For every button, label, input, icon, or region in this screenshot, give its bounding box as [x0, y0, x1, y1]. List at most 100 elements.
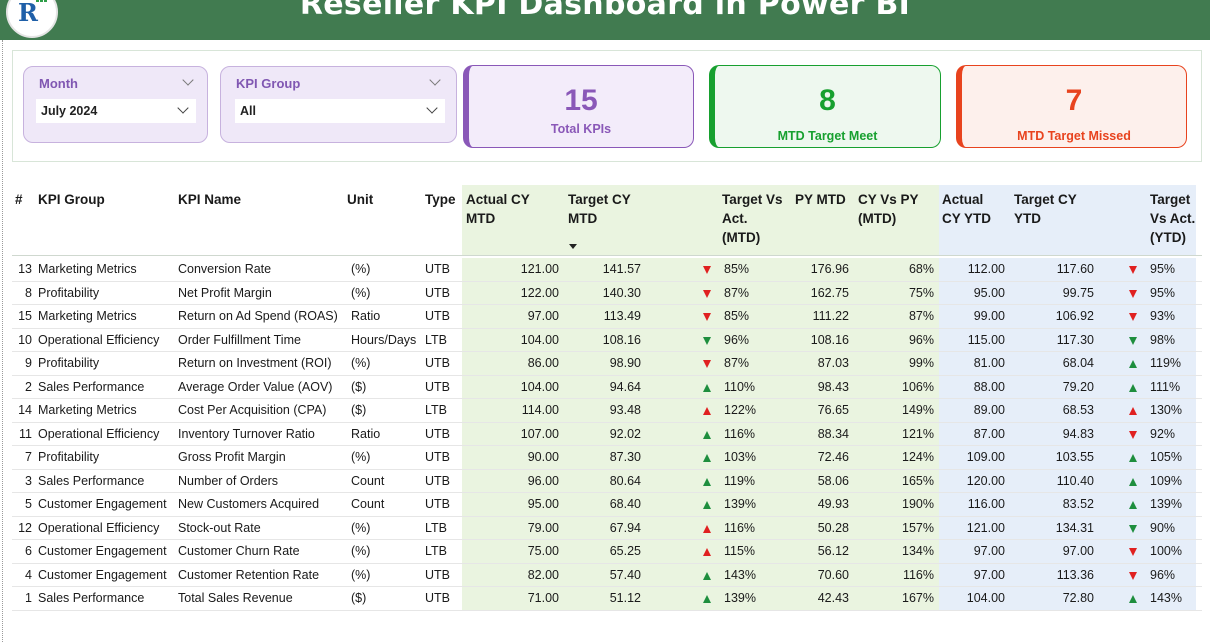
cell-target-cy-ytd: 83.52 — [1062, 497, 1094, 511]
table-row[interactable]: 11 Operational Efficiency Inventory Turnov… — [12, 422, 1202, 446]
cell-kpi-group: Customer Engagement — [38, 567, 167, 582]
cell-py-mtd: 176.96 — [810, 262, 849, 276]
cell-target-vs-act-ytd: 105% — [1150, 450, 1182, 464]
col-header-target-cy-mtd[interactable]: Target CY MTD — [568, 190, 631, 228]
cell-target-vs-act-mtd: 87% — [724, 285, 750, 300]
dashboard-title: Reseller KPI Dashboard in Power BI — [299, 0, 911, 22]
cell-type: LTB — [425, 520, 447, 535]
mtd-header-band — [462, 185, 939, 256]
header-line: Target — [1150, 192, 1191, 207]
cell-actual-cy-ytd: 97.00 — [973, 544, 1005, 558]
triangle-up-icon — [703, 548, 711, 556]
triangle-down-icon — [1129, 548, 1137, 556]
cell-target-cy-mtd: 140.30 — [602, 285, 641, 300]
cell-unit: (%) — [351, 567, 371, 582]
table-row[interactable]: 3 Sales Performance Number of Orders Count U… — [12, 469, 1202, 493]
kpi-group-dropdown[interactable]: All — [235, 99, 445, 123]
table-row[interactable]: 8 Profitability Net Profit Margin (%) UTB 122… — [12, 281, 1202, 305]
triangle-up-icon — [703, 501, 711, 509]
cell-actual-cy-mtd: 107.00 — [520, 426, 559, 441]
cell-target-cy-mtd: 80.64 — [609, 473, 641, 488]
chevron-down-icon[interactable] — [426, 102, 438, 114]
col-header-kpi-group[interactable]: KPI Group — [38, 192, 105, 207]
table-row[interactable]: 12 Operational Efficiency Stock-out Rate (%… — [12, 516, 1202, 540]
col-header-actual-cy-ytd[interactable]: Actual CY YTD — [942, 190, 991, 228]
col-header-target-cy-ytd[interactable]: Target CY YTD — [1014, 190, 1077, 228]
table-row[interactable]: 10 Operational Efficiency Order Fulfillmen… — [12, 328, 1202, 352]
col-header-kpi-name[interactable]: KPI Name — [178, 192, 242, 207]
cell-target-vs-act-mtd: 139% — [724, 591, 756, 605]
table-row[interactable]: 1 Sales Performance Total Sales Revenue ($)… — [12, 587, 1202, 611]
month-slicer[interactable]: Month July 2024 — [23, 66, 208, 143]
triangle-up-icon — [703, 383, 711, 392]
cell-actual-cy-ytd: 87.00 — [973, 426, 1005, 441]
chevron-down-icon[interactable] — [429, 74, 441, 86]
table-row[interactable]: 2 Sales Performance Average Order Value (A… — [12, 375, 1202, 399]
cell-py-mtd: 162.75 — [810, 285, 849, 300]
header-line: Target CY — [568, 192, 631, 207]
triangle-down-icon — [703, 336, 711, 345]
col-header-py-mtd[interactable]: PY MTD — [795, 190, 846, 209]
mtd-band — [462, 516, 939, 540]
cell-py-mtd: 49.93 — [817, 497, 849, 511]
ytd-band — [939, 516, 1196, 540]
table-row[interactable]: 5 Customer Engagement New Customers Acquir… — [12, 493, 1202, 517]
cell-target-cy-mtd: 67.94 — [609, 520, 641, 535]
table-row[interactable]: 13 Marketing Metrics Conversion Rate (%) UTB… — [12, 258, 1202, 282]
chevron-down-icon[interactable] — [182, 74, 194, 86]
col-header-num[interactable]: # — [15, 192, 23, 207]
cell-kpi-name: Total Sales Revenue — [178, 591, 293, 605]
table-row[interactable]: 9 Profitability Return on Investment (ROI)… — [12, 352, 1202, 376]
cell-target-cy-mtd: 113.49 — [603, 309, 641, 323]
sort-descending-icon[interactable] — [569, 244, 577, 249]
chevron-down-icon[interactable] — [177, 102, 189, 114]
cell-actual-cy-ytd: 104.00 — [966, 591, 1005, 605]
cell-actual-cy-mtd: 75.00 — [527, 544, 559, 558]
col-header-actual-cy-mtd[interactable]: Actual CY MTD — [466, 190, 530, 228]
header-line: Actual CY — [466, 192, 530, 207]
mtd-band — [462, 493, 939, 517]
col-header-target-vs-act-mtd[interactable]: Target Vs Act. (MTD) — [722, 190, 783, 247]
cell-actual-cy-mtd: 95.00 — [527, 497, 559, 511]
cell-kpi-name: Customer Churn Rate — [178, 544, 300, 558]
mtd-band — [462, 258, 939, 282]
header-line: PY MTD — [795, 192, 846, 207]
table-row[interactable]: 15 Marketing Metrics Return on Ad Spend (R… — [12, 305, 1202, 329]
cell-target-vs-act-mtd: 85% — [724, 309, 750, 323]
triangle-up-icon — [1129, 477, 1137, 486]
triangle-up-icon — [1129, 407, 1137, 415]
table-row[interactable]: 4 Customer Engagement Customer Retention R… — [12, 563, 1202, 587]
cell-actual-cy-ytd: 95.00 — [973, 285, 1005, 300]
table-row[interactable]: 7 Profitability Gross Profit Margin (%) UTB 9… — [12, 446, 1202, 470]
table-row[interactable]: 6 Customer Engagement Customer Churn Rate (… — [12, 540, 1202, 564]
row-divider — [12, 515, 1202, 517]
triangle-up-icon — [1129, 383, 1137, 392]
mtd-band — [462, 469, 939, 493]
col-header-type[interactable]: Type — [425, 192, 456, 207]
cell-cy-vs-py-mtd: 106% — [902, 379, 934, 394]
company-logo: R — [6, 0, 58, 38]
cell-unit: (%) — [351, 544, 371, 558]
cell-target-cy-mtd: 141.57 — [602, 262, 641, 276]
row-divider — [12, 539, 1202, 540]
triangle-up-icon — [1129, 501, 1137, 509]
kpi-group-slicer-title: KPI Group — [236, 76, 301, 91]
month-dropdown[interactable]: July 2024 — [36, 99, 196, 123]
cell-unit: Count — [351, 473, 385, 488]
col-header-unit[interactable]: Unit — [347, 192, 374, 207]
cell-py-mtd: 88.34 — [817, 426, 849, 441]
table-row[interactable]: 14 Marketing Metrics Cost Per Acquisition … — [12, 399, 1202, 423]
col-header-target-vs-act-ytd[interactable]: Target Vs Act. (YTD) — [1150, 190, 1195, 247]
kpi-group-slicer[interactable]: KPI Group All — [220, 66, 457, 143]
mtd-target-meet-label: MTD Target Meet — [777, 129, 878, 143]
cell-target-vs-act-ytd: 90% — [1150, 520, 1176, 535]
ytd-band — [939, 422, 1196, 446]
mtd-band — [462, 587, 939, 611]
total-kpis-value: 15 — [564, 84, 598, 117]
col-header-cy-vs-py-mtd[interactable]: CY Vs PY (MTD) — [858, 190, 919, 228]
ytd-band — [939, 587, 1196, 611]
cell-target-vs-act-mtd: 139% — [724, 497, 756, 511]
header-line: (YTD) — [1150, 230, 1186, 245]
triangle-down-icon — [1129, 313, 1137, 321]
cell-py-mtd: 76.65 — [817, 403, 849, 417]
